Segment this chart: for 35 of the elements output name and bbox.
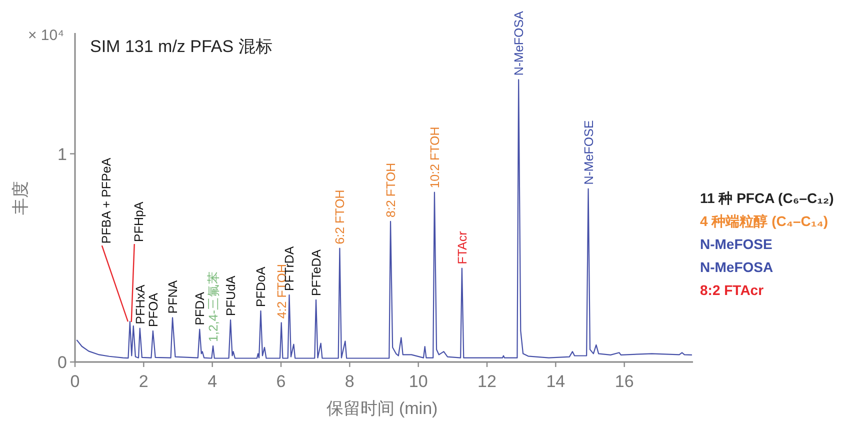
x-axis-title: 保留时间 (min) xyxy=(326,399,438,418)
text: 4 种端粒醇 (C₄–C₁₄) xyxy=(700,213,828,229)
x-tick-label: 8 xyxy=(344,372,354,391)
x-tick-label: 12 xyxy=(478,372,496,391)
x-tick-label: 14 xyxy=(546,372,566,391)
annotation: PFHpA xyxy=(132,201,146,242)
text: 11 种 PFCA (C₆–C₁₂) xyxy=(700,190,834,206)
annotation: FTAcr xyxy=(455,231,470,264)
annotation: PFTeDA xyxy=(310,248,324,296)
annotation: N-MeFOSE xyxy=(582,120,596,185)
x-tick-label: 6 xyxy=(276,372,286,391)
text: N-MeFOSA xyxy=(700,259,774,275)
annotation: PFDoA xyxy=(254,266,268,307)
text: × 10⁴ xyxy=(28,27,64,44)
annotation: 8:2 FTOH xyxy=(384,162,398,218)
x-tick-label: 4 xyxy=(208,372,218,391)
y-tick-label: 1 xyxy=(58,144,67,164)
text: N-MeFOSE xyxy=(700,236,772,252)
annotation: PFDA xyxy=(193,291,208,326)
annotation: N-MeFOSA xyxy=(512,10,526,76)
annotation: PFHxA xyxy=(133,284,148,324)
x-tick-label: 2 xyxy=(138,372,148,391)
annotation: PFBA + PFPeA xyxy=(99,157,114,244)
annotation: 6:2 FTOH xyxy=(333,190,348,244)
x-tick-label: 16 xyxy=(614,372,634,391)
x-tick-label: 10 xyxy=(408,372,428,391)
annotation: PFOA xyxy=(146,292,160,327)
x-tick-label: 0 xyxy=(70,372,80,391)
annotation: PFUdA xyxy=(224,274,238,316)
chart-title: SIM 131 m/z PFAS 混标 xyxy=(90,37,272,56)
text: 8:2 FTAcr xyxy=(700,282,764,298)
annotation: 1,2,4-三氟苯 xyxy=(206,271,221,342)
annotation: PFNA xyxy=(166,280,180,314)
y-axis-title: 丰度 xyxy=(11,181,30,215)
annotation: 10:2 FTOH xyxy=(428,126,442,188)
